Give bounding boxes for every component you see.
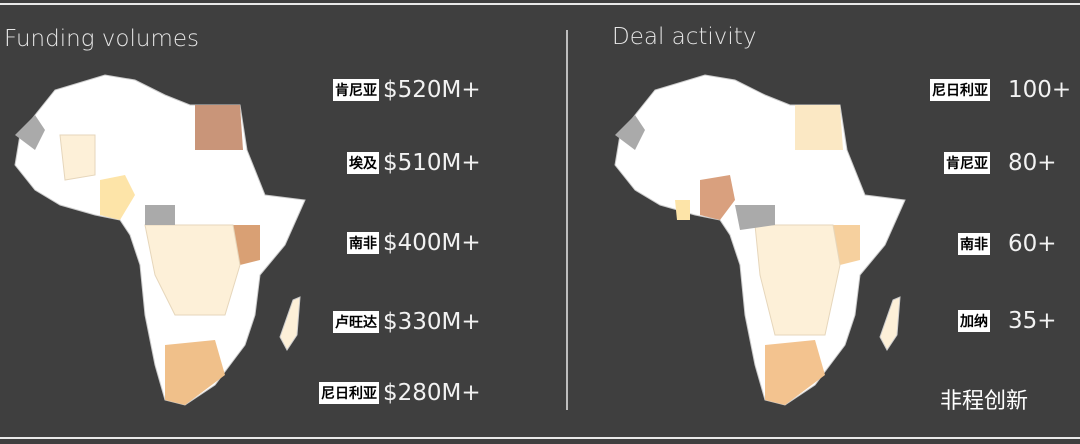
region (59, 134, 96, 181)
country (15, 115, 45, 150)
metric-value: $400M+ (383, 230, 481, 256)
madagascar (879, 296, 901, 351)
country-label: 南非 (958, 233, 990, 255)
egypt (795, 105, 843, 150)
panel-title: Deal activity (612, 24, 757, 50)
watermark: 非程创新 (940, 389, 1029, 414)
country (615, 115, 645, 150)
map-funding (14, 74, 306, 406)
country-label: 尼日利亚 (319, 382, 379, 404)
country-label: 尼日利亚 (930, 79, 990, 101)
metric-value: $520M+ (383, 77, 481, 103)
metric-value: 60+ (1008, 231, 1057, 257)
country (735, 205, 775, 230)
country-label: 埃及 (347, 152, 379, 174)
country-label: 卢旺达 (333, 311, 379, 333)
country-label: 加纳 (958, 310, 990, 332)
egypt (195, 105, 243, 150)
panel-title: Funding volumes (4, 26, 199, 52)
kenya (833, 225, 860, 265)
ghana (675, 200, 690, 220)
metric-value: 80+ (1008, 150, 1057, 176)
metric-value: $510M+ (383, 150, 481, 176)
metric-value: 100+ (1008, 77, 1072, 103)
country-label: 南非 (347, 232, 379, 254)
metric-value: 35+ (1008, 308, 1057, 334)
kenya (233, 225, 260, 265)
metric-value: $330M+ (383, 309, 481, 335)
region (144, 224, 241, 316)
country-label: 肯尼亚 (944, 152, 990, 174)
map-deals (614, 74, 906, 406)
country-label: 肯尼亚 (333, 79, 379, 101)
south-africa (765, 340, 825, 405)
country (145, 205, 175, 225)
nigeria (100, 175, 135, 220)
south-africa (165, 340, 225, 405)
madagascar (279, 296, 301, 351)
metric-value: $280M+ (383, 380, 481, 406)
nigeria (700, 175, 735, 220)
region (754, 224, 841, 336)
